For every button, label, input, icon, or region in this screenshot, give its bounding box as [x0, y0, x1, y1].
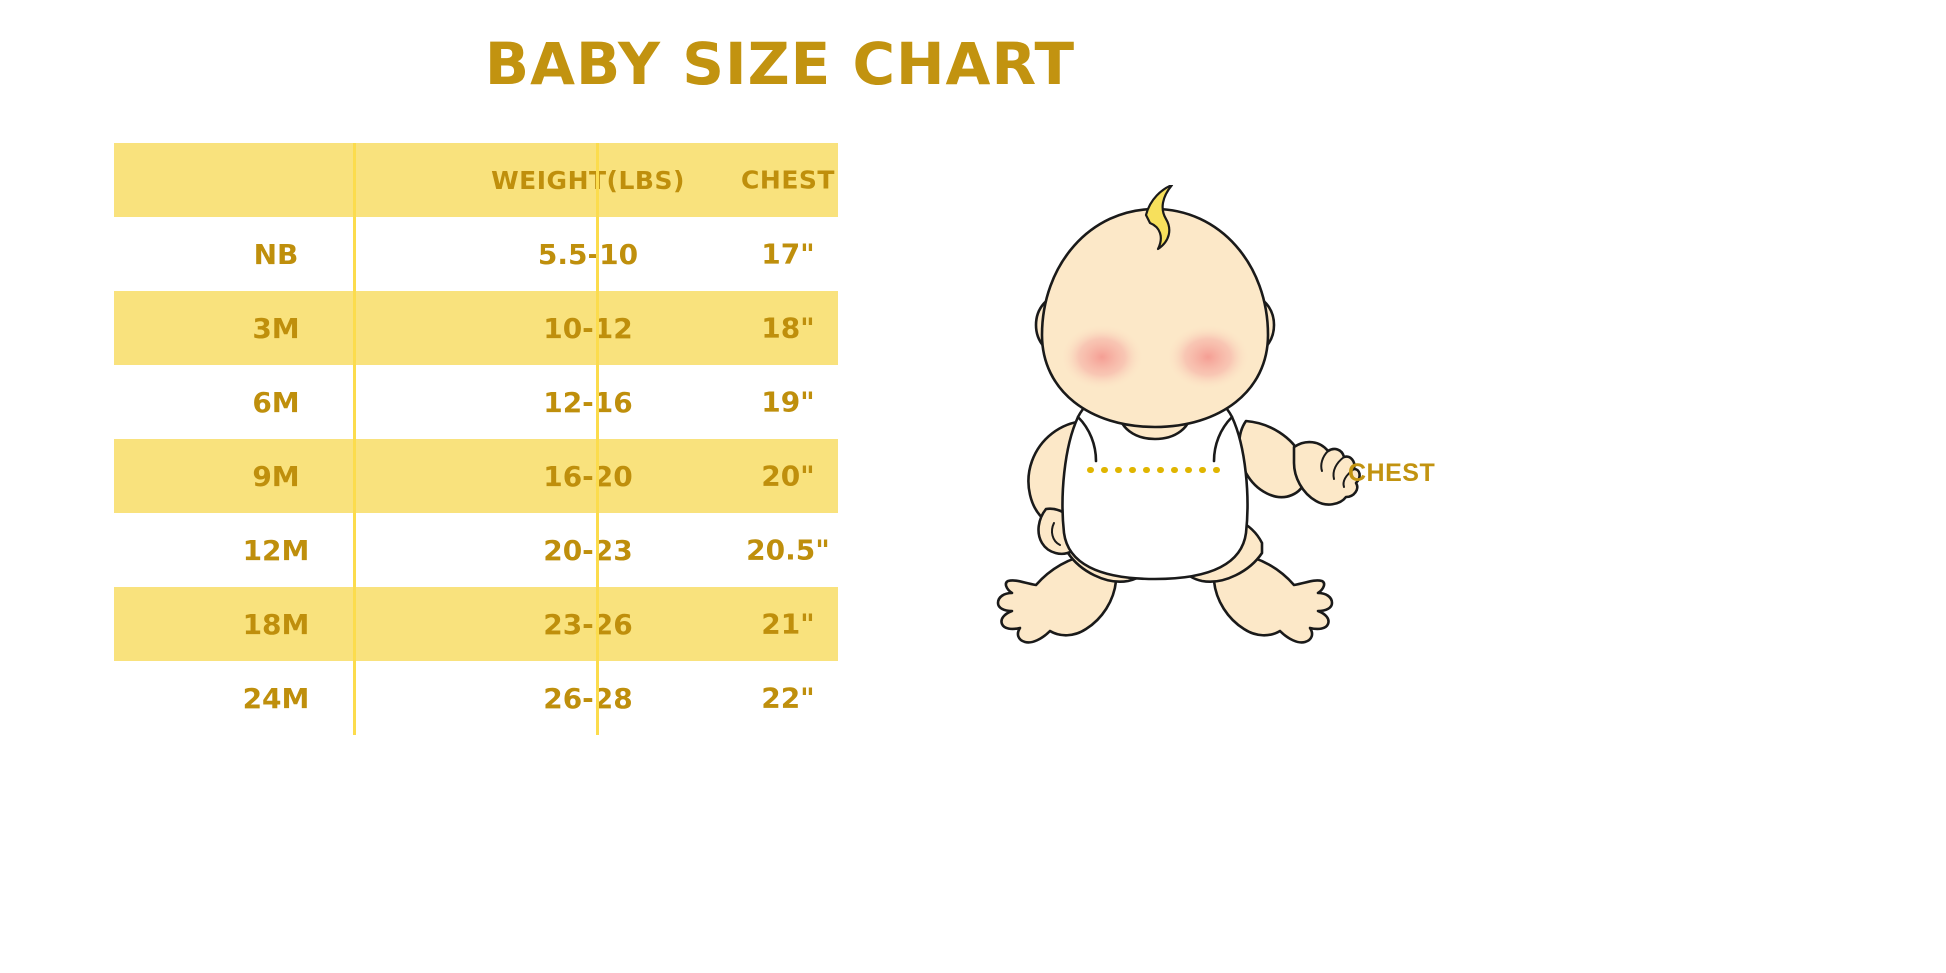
table-header-row: WEIGHT(LBS) CHEST	[114, 143, 838, 217]
cell-weight: 16-20	[438, 439, 738, 513]
page-title: BABY SIZE CHART	[484, 30, 1076, 98]
cell-chest: 20"	[738, 439, 838, 513]
table-row: 9M 16-20 20"	[114, 439, 838, 513]
table-row: 18M 23-26 21"	[114, 587, 838, 661]
cell-size: 24M	[242, 681, 310, 715]
baby-hair-curl	[1144, 185, 1174, 251]
baby-left-cheek	[1060, 324, 1144, 390]
cell-size: 3M	[114, 291, 438, 365]
cell-chest: 17"	[761, 237, 815, 271]
table-row: 24M 26-28 22"	[114, 661, 838, 735]
column-header-chest: CHEST	[738, 143, 838, 217]
column-header-weight: WEIGHT(LBS)	[438, 143, 738, 217]
cell-weight: 26-28	[543, 681, 633, 715]
cell-chest: 22"	[761, 681, 815, 715]
table-row: NB 5.5-10 17"	[114, 217, 838, 291]
cell-chest: 20.5"	[746, 533, 830, 567]
cell-chest: 19"	[761, 385, 815, 419]
column-divider-2	[596, 143, 599, 735]
cell-chest: 21"	[738, 587, 838, 661]
cell-size: 9M	[114, 439, 438, 513]
chest-label: CHEST	[1348, 459, 1436, 487]
baby-head	[1040, 207, 1270, 429]
table-row: 3M 10-12 18"	[114, 291, 838, 365]
cell-weight: 10-12	[438, 291, 738, 365]
table-row: 6M 12-16 19"	[114, 365, 838, 439]
table-row: 12M 20-23 20.5"	[114, 513, 838, 587]
cell-size: NB	[253, 237, 299, 271]
cell-chest: 18"	[738, 291, 838, 365]
baby-right-cheek	[1166, 324, 1250, 390]
cell-weight: 12-16	[543, 385, 633, 419]
column-divider-1	[353, 143, 356, 735]
baby-right-leg	[1212, 553, 1334, 644]
baby-size-table: WEIGHT(LBS) CHEST NB 5.5-10 17" 3M 10-12…	[114, 143, 838, 735]
cell-size: 6M	[252, 385, 300, 419]
baby-illustration	[996, 185, 1361, 644]
column-header-size	[114, 143, 438, 217]
cell-weight: 5.5-10	[537, 237, 639, 271]
baby-left-leg	[996, 553, 1118, 644]
cell-size: 12M	[242, 533, 310, 567]
cell-weight: 23-26	[438, 587, 738, 661]
cell-size: 18M	[114, 587, 438, 661]
cell-weight: 20-23	[543, 533, 633, 567]
